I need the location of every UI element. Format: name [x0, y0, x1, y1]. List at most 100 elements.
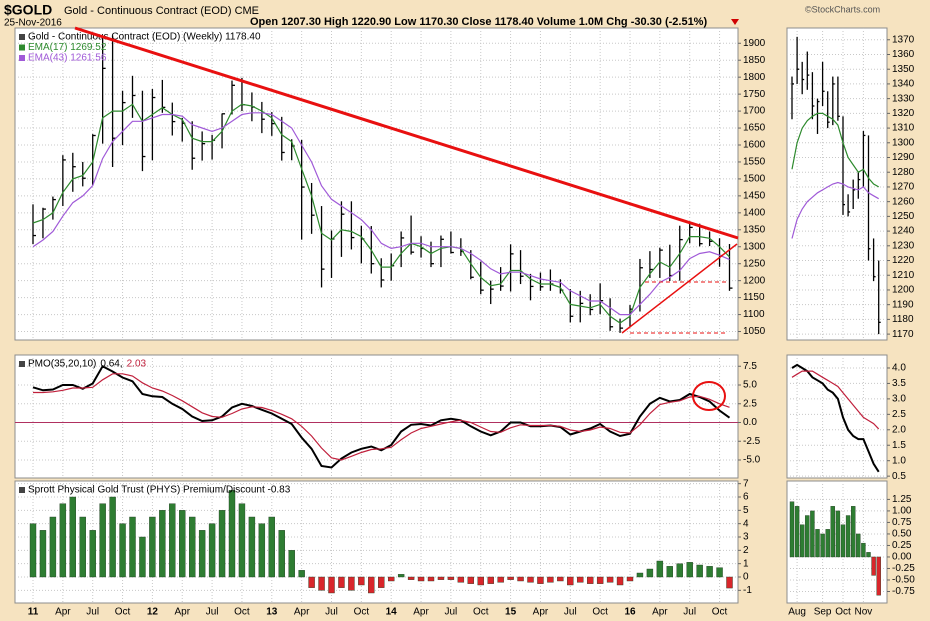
y-tick-label: 1200: [743, 275, 766, 286]
y-tick-label: 5: [743, 505, 749, 516]
y-tick-label: 1330: [892, 93, 915, 104]
bar: [557, 576, 564, 582]
bar: [238, 503, 246, 578]
annotations: [74, 26, 739, 411]
y-tick-label: 1650: [743, 123, 766, 134]
y-tick-label: 1400: [743, 207, 766, 218]
y-tick-label: -2.5: [743, 436, 761, 447]
y-tick-label: 7: [743, 478, 749, 489]
x-tick-label: Jul: [445, 607, 458, 618]
bar: [169, 503, 176, 578]
y-tick-label: 4: [743, 518, 749, 529]
bar: [378, 576, 385, 588]
panel: [14, 354, 739, 479]
bar: [79, 516, 86, 578]
y-tick-label: 1800: [743, 72, 766, 83]
y-tick-label: 1600: [743, 140, 766, 151]
bar: [820, 533, 825, 558]
series-line: [32, 112, 730, 316]
bar: [208, 523, 216, 578]
bar: [815, 529, 820, 558]
y-tick-label: 1350: [892, 64, 915, 75]
x-tick-label: Apr: [55, 607, 71, 618]
credit: ©StockCharts.com: [805, 4, 880, 14]
bar: [218, 510, 226, 578]
x-tick-label: Apr: [533, 607, 549, 618]
bar: [507, 576, 514, 580]
x-tick-label: Jul: [325, 607, 338, 618]
legend-swatch: [19, 55, 25, 61]
x-tick-label: Oct: [473, 607, 489, 618]
y-tick-label: 1050: [743, 326, 766, 337]
bar: [248, 516, 256, 578]
bar: [149, 516, 156, 578]
series-line: [791, 181, 879, 239]
legend-swatch: [19, 487, 25, 493]
y-tick-label: 1: [743, 558, 749, 569]
down-arrow: [731, 19, 739, 25]
bar: [49, 516, 57, 578]
y-tick-label: 1360: [892, 49, 915, 60]
y-tick-label: 7.5: [743, 361, 757, 372]
y-tick-label: 1290: [892, 152, 915, 163]
bar: [527, 576, 534, 583]
y-tick-label: 2.5: [892, 409, 906, 420]
y-tick-label: -0.25: [892, 563, 915, 574]
x-tick-label: 14: [386, 607, 398, 618]
x-tick-label: Oct: [835, 607, 851, 618]
bar: [845, 515, 851, 558]
y-tick-label: 1310: [892, 123, 915, 134]
y-tick-label: 5.0: [743, 380, 757, 391]
bar: [129, 516, 136, 578]
x-tick-label: Sep: [814, 607, 832, 618]
legend-label: EMA(17) 1269.52: [28, 42, 107, 53]
bar: [587, 576, 594, 584]
bar: [517, 576, 524, 582]
bar: [109, 496, 116, 578]
y-tick-label: 1250: [743, 258, 766, 269]
x-tick-label: 12: [147, 607, 159, 618]
bar: [139, 536, 146, 578]
x-tick-label: Apr: [413, 607, 429, 618]
x-tick-label: Aug: [788, 607, 806, 618]
bar: [656, 560, 664, 578]
y-tick-label: 1250: [892, 211, 915, 222]
x-tick-label: Oct: [354, 607, 370, 618]
y-tick-label: 1.00: [892, 506, 912, 517]
legend-swatch: [19, 34, 25, 40]
bar: [686, 562, 693, 578]
bar: [861, 542, 866, 558]
panel: [14, 27, 739, 341]
y-tick-label: 1280: [892, 167, 915, 178]
bar: [851, 506, 856, 558]
y-tick-label: 1260: [892, 196, 915, 207]
chart-title: Gold - Continuous Contract (EOD) CME: [64, 5, 259, 17]
bar: [626, 576, 634, 582]
y-tick-label: 1150: [743, 292, 765, 303]
bar: [825, 529, 830, 558]
panel-title: PMO(35,20,10): [28, 359, 96, 370]
y-tick-label: 1.5: [892, 440, 906, 451]
bar: [89, 530, 96, 578]
series-line: [32, 103, 730, 324]
bar: [39, 530, 47, 578]
series-line: [32, 364, 731, 469]
y-tick-label: 1300: [743, 241, 766, 252]
y-tick-label: -5.0: [743, 455, 761, 466]
bar: [198, 530, 206, 578]
bar: [606, 576, 614, 583]
x-tick-label: 11: [28, 607, 39, 618]
bar: [179, 510, 186, 578]
bar: [716, 567, 723, 578]
bar: [616, 576, 624, 586]
bar: [417, 576, 425, 582]
bar: [666, 566, 673, 578]
y-tick-label: 1900: [743, 38, 766, 49]
bar: [810, 510, 815, 558]
bar: [487, 576, 494, 584]
x-tick-label: Apr: [294, 607, 310, 618]
bar: [368, 576, 375, 594]
y-tick-label: 0.25: [892, 540, 912, 551]
bar: [268, 516, 275, 578]
y-tick-label: 1300: [892, 137, 915, 148]
